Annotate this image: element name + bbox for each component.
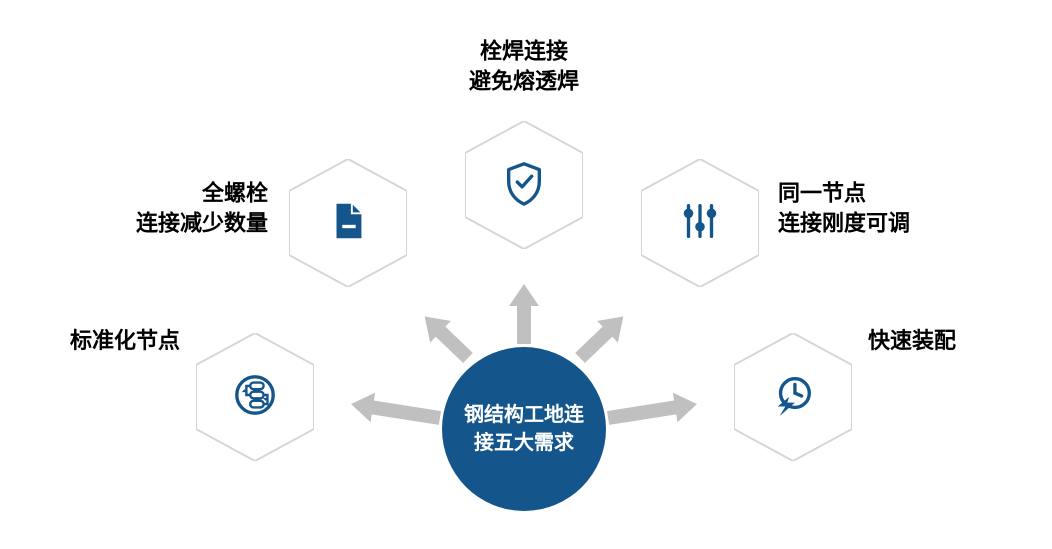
arrow [349, 389, 443, 433]
arrow [606, 389, 700, 433]
nodes-icon [232, 372, 278, 423]
arrow [570, 306, 634, 369]
label-lower-left: 标准化节点 [70, 326, 180, 356]
shield-check-icon [501, 160, 547, 211]
label-upper-left: 全螺栓连接减少数量 [136, 178, 268, 237]
sliders-icon [677, 198, 723, 249]
label-lower-right: 快速装配 [868, 326, 956, 356]
hex-lower-left [196, 333, 314, 461]
arrow [509, 284, 539, 344]
hex-upper-left [289, 159, 407, 287]
file-minus-icon [325, 198, 371, 249]
center-hub: 钢结构工地连接五大需求 [442, 347, 606, 511]
clock-bolt-icon [770, 372, 816, 423]
hex-top [465, 121, 583, 249]
label-top: 栓焊连接避免熔透焊 [469, 36, 579, 95]
hex-lower-right [734, 333, 852, 461]
center-text: 钢结构工地连接五大需求 [464, 401, 584, 457]
label-upper-right: 同一节点连接刚度可调 [778, 178, 910, 237]
hex-upper-right [641, 159, 759, 287]
arrow [414, 306, 478, 369]
